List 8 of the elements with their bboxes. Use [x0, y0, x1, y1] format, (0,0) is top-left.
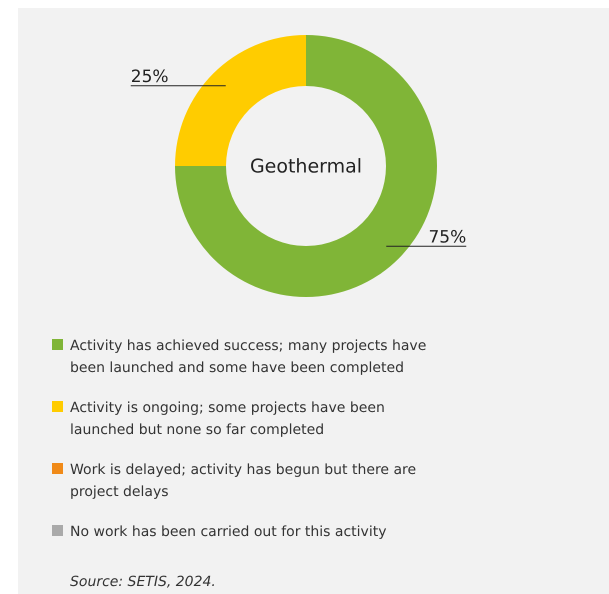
- data-label: 75%: [428, 227, 466, 248]
- data-label: 25%: [130, 66, 169, 87]
- legend-label: Work is delayed; activity has begun but there are project delays: [70, 462, 416, 500]
- source-note: Source: SETIS, 2024.: [70, 574, 216, 590]
- legend-label: Activity is ongoing; some projects have been launched but none so far completed: [70, 400, 385, 438]
- text: Geothermal: [250, 156, 362, 178]
- legend-label: Activity has achieved success; many projects have been launched and some have been completed: [70, 338, 426, 376]
- legend-label: No work has been carried out for this activity: [70, 524, 387, 540]
